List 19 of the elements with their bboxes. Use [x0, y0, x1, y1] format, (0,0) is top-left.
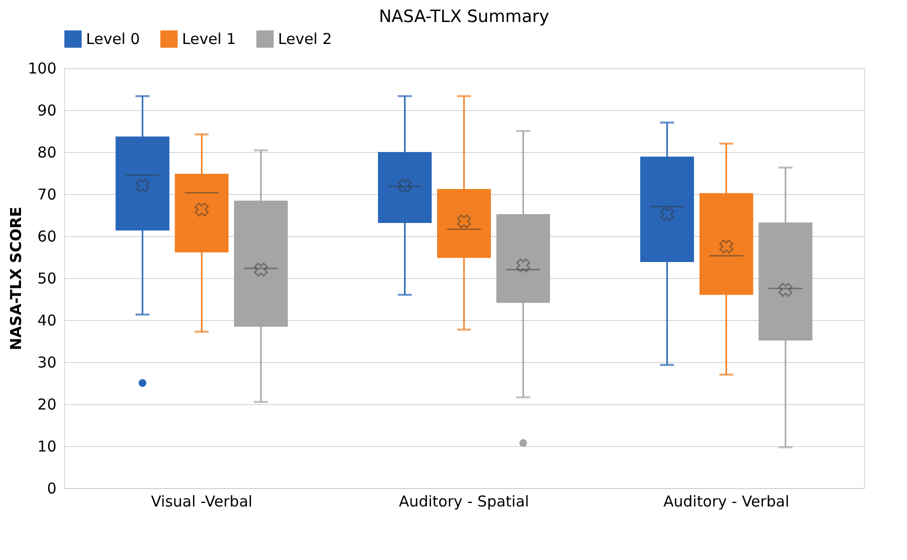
x-tick-label: Visual -Verbal — [150, 492, 252, 510]
y-tick-label: 70 — [37, 186, 56, 204]
chart-title: NASA-TLX Summary — [378, 7, 550, 27]
y-tick-label: 90 — [37, 102, 56, 120]
y-tick-label: 30 — [37, 354, 56, 372]
x-tick-label: Auditory - Verbal — [663, 492, 790, 510]
y-tick-label: 40 — [37, 312, 56, 330]
y-tick-label: 60 — [37, 228, 56, 246]
y-tick-label: 10 — [37, 438, 56, 456]
y-tick-label: 0 — [46, 480, 56, 498]
legend-label: Level 0 — [86, 30, 140, 48]
x-tick-label: Auditory - Spatial — [398, 492, 530, 510]
y-tick-label: 50 — [37, 270, 56, 288]
y-tick-label: 100 — [28, 60, 56, 78]
legend-label: Level 2 — [278, 30, 332, 48]
y-tick-label: 20 — [37, 396, 56, 414]
legend-label: Level 1 — [182, 30, 236, 48]
y-axis-title: NASA-TLX SCORE — [6, 206, 25, 350]
y-tick-label: 80 — [37, 144, 56, 162]
